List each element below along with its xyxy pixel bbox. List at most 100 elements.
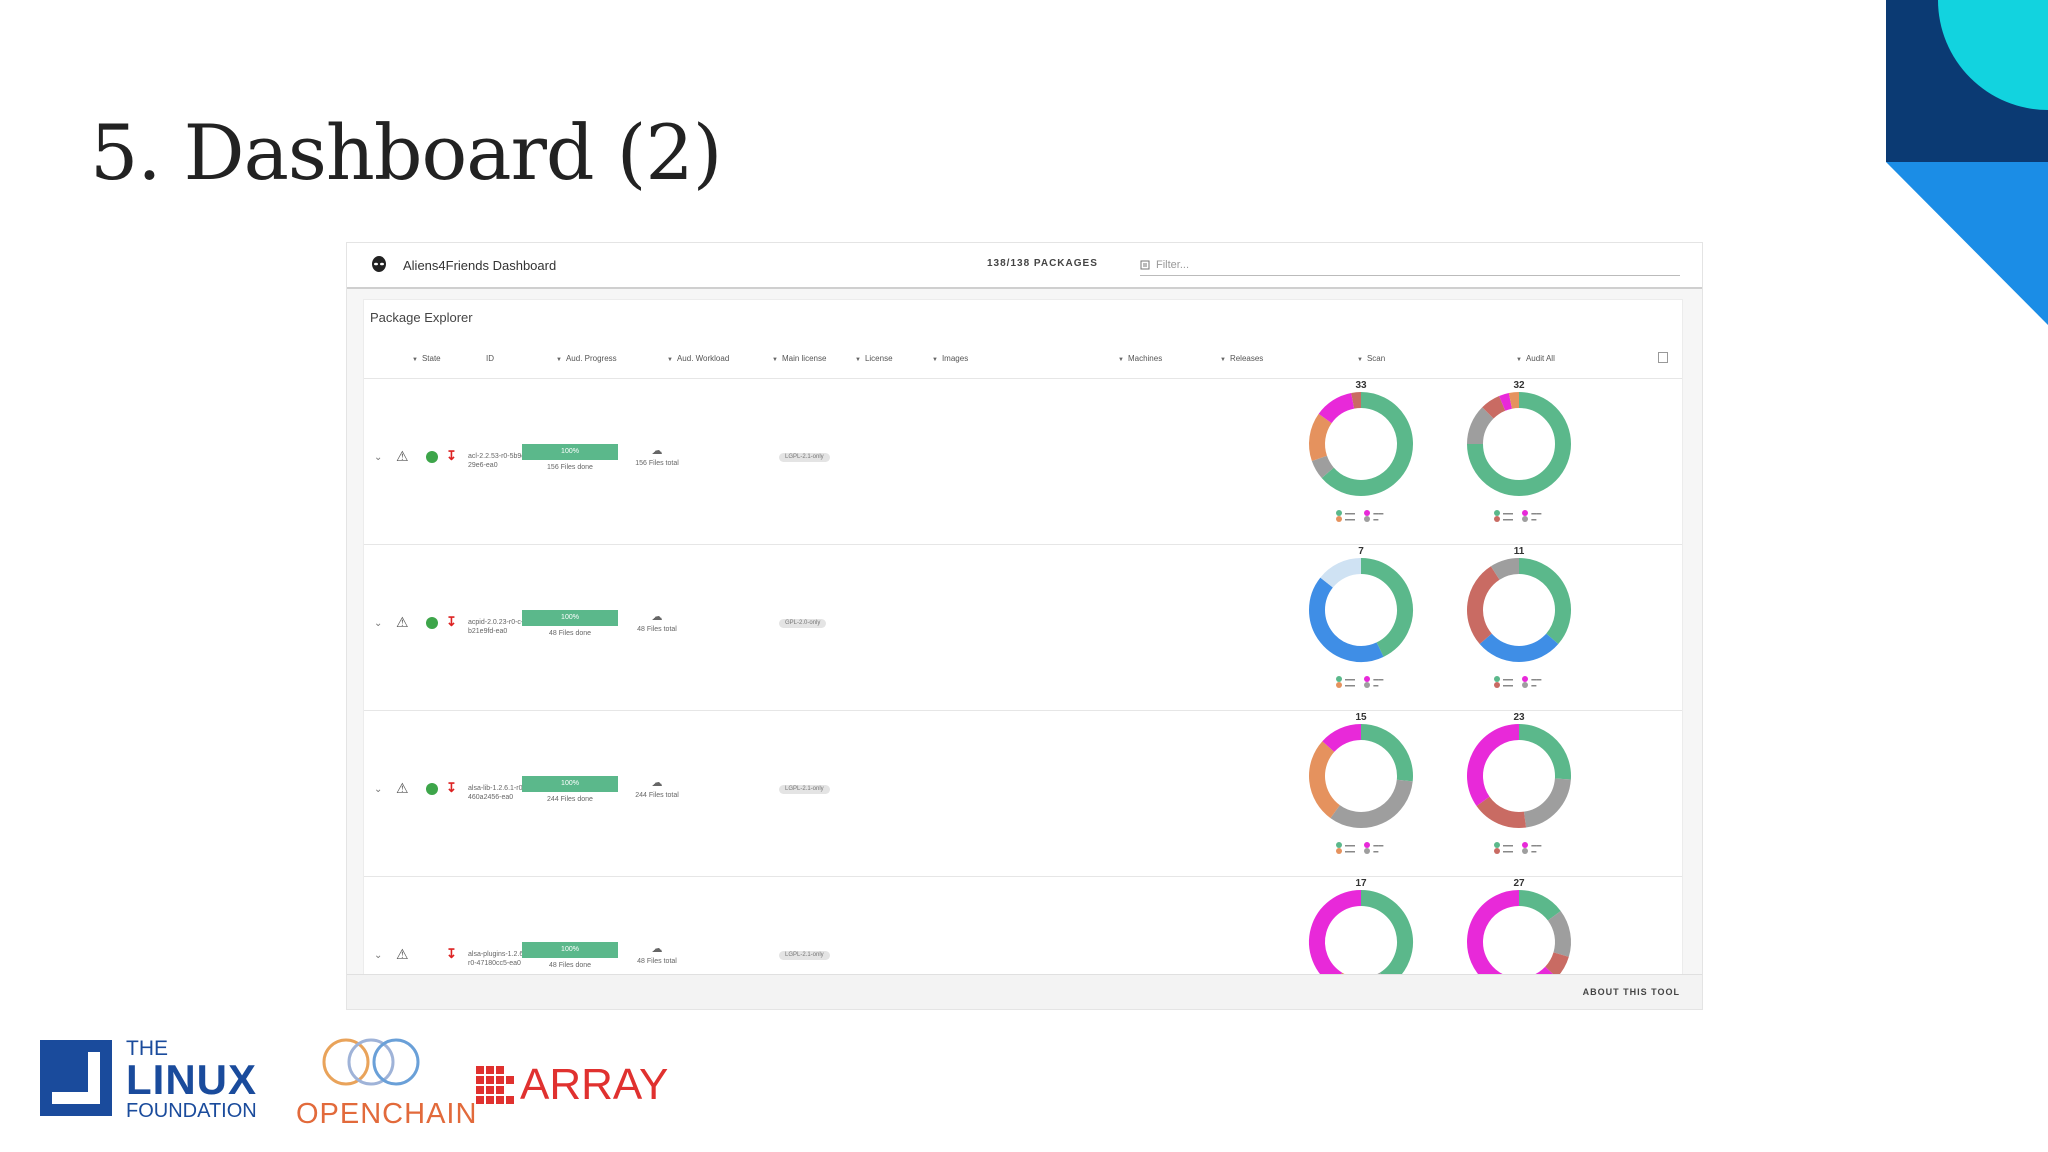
donut-slice[interactable] bbox=[1309, 890, 1362, 987]
column-header-scan[interactable]: Scan bbox=[1357, 354, 1385, 363]
audit-legend: ▬▬ ▬▬▬▬ ▬ bbox=[1486, 842, 1541, 855]
donut-chart[interactable] bbox=[1462, 387, 1576, 501]
expand-chevron-icon[interactable]: ⌄ bbox=[374, 452, 383, 463]
donut-slice[interactable] bbox=[1467, 392, 1571, 496]
filter-placeholder: Filter... bbox=[1156, 259, 1190, 271]
table-row[interactable]: ⌄ ⚠ ↧ alsa-plugins-1.2.6-r0-47180cc5-ea0 100… bbox=[364, 876, 1682, 1009]
column-header-aud-workload[interactable]: Aud. Workload bbox=[667, 354, 729, 363]
donut-chart[interactable] bbox=[1304, 387, 1418, 501]
progress-text: 48 Files done bbox=[548, 630, 592, 637]
column-header-images[interactable]: Images bbox=[932, 354, 968, 363]
donut-slice[interactable] bbox=[1508, 392, 1520, 409]
donut-slice[interactable] bbox=[1311, 455, 1335, 479]
images-list bbox=[936, 388, 1062, 433]
linux-foundation-foundation: FOUNDATION bbox=[126, 1100, 257, 1122]
scan-total: 7 bbox=[1358, 546, 1364, 557]
donut-slice[interactable] bbox=[1321, 392, 1413, 496]
donut-slice[interactable] bbox=[1490, 558, 1520, 580]
donut-chart[interactable] bbox=[1304, 553, 1418, 667]
package-id[interactable]: acl-2.2.53-r0-5b9c-29e6-ea0 bbox=[468, 453, 528, 469]
donut-slice[interactable] bbox=[1467, 407, 1494, 445]
shield-icon bbox=[426, 783, 438, 795]
donut-slice[interactable] bbox=[1499, 392, 1513, 411]
filter-input[interactable]: Filter... bbox=[1140, 255, 1680, 276]
workload-text: 48 Files total bbox=[637, 958, 677, 965]
workload-text: 48 Files total bbox=[637, 626, 677, 633]
donut-slice[interactable] bbox=[1476, 796, 1527, 828]
images-list bbox=[936, 582, 1062, 607]
table-header: State ID Aud. Progress Aud. Workload Mai… bbox=[364, 342, 1682, 379]
donut-slice[interactable] bbox=[1544, 951, 1569, 978]
column-header-state[interactable]: State bbox=[412, 354, 441, 363]
app-bar: Aliens4Friends Dashboard 138/138 PACKAGE… bbox=[347, 243, 1702, 289]
donut-slice[interactable] bbox=[1360, 558, 1413, 657]
download-icon[interactable]: ↧ bbox=[446, 946, 457, 961]
donut-slice[interactable] bbox=[1309, 413, 1332, 462]
cloud-icon: ☁ bbox=[651, 611, 663, 623]
download-icon[interactable]: ↧ bbox=[446, 614, 457, 629]
donut-slice[interactable] bbox=[1360, 724, 1413, 782]
table-row[interactable]: ⌄ ⚠ ↧ acl-2.2.53-r0-5b9c-29e6-ea0 100% 156 Fi… bbox=[364, 378, 1682, 545]
expand-chevron-icon[interactable]: ⌄ bbox=[374, 950, 383, 961]
donut-chart[interactable] bbox=[1462, 719, 1576, 833]
column-header-audit-all[interactable]: Audit All bbox=[1516, 354, 1555, 363]
audit-legend: ▬▬ ▬▬▬▬ ▬ bbox=[1486, 676, 1541, 689]
donut-slice[interactable] bbox=[1547, 910, 1571, 957]
donut-slice[interactable] bbox=[1467, 566, 1500, 645]
donut-slice[interactable] bbox=[1518, 724, 1571, 780]
download-icon[interactable]: ↧ bbox=[446, 448, 457, 463]
download-icon[interactable]: ↧ bbox=[446, 780, 457, 795]
audit-total: 11 bbox=[1513, 546, 1525, 557]
scan-total: 17 bbox=[1355, 878, 1367, 889]
donut-slice[interactable] bbox=[1523, 778, 1571, 828]
table-row[interactable]: ⌄ ⚠ ↧ alsa-lib-1.2.6.1-r0-460a2456-ea0 100% 2… bbox=[364, 710, 1682, 877]
donut-slice[interactable] bbox=[1318, 392, 1355, 424]
donut-slice[interactable] bbox=[1320, 558, 1362, 588]
array-wordmark: ARRAY bbox=[520, 1060, 669, 1109]
column-header-main-license[interactable]: Main license bbox=[772, 354, 826, 363]
releases-list bbox=[1224, 444, 1316, 449]
column-header-aud-progress[interactable]: Aud. Progress bbox=[556, 354, 617, 363]
donut-slice[interactable] bbox=[1351, 392, 1362, 409]
column-header-releases[interactable]: Releases bbox=[1220, 354, 1263, 363]
audit-total: 23 bbox=[1513, 712, 1525, 723]
expand-chevron-icon[interactable]: ⌄ bbox=[374, 618, 383, 629]
donut-slice[interactable] bbox=[1309, 741, 1341, 819]
donut-slice[interactable] bbox=[1360, 890, 1413, 987]
package-explorer-panel: Package Explorer State ID Aud. Progress … bbox=[363, 299, 1683, 1009]
progress-text: 156 Files done bbox=[547, 464, 593, 471]
about-link[interactable]: ABOUT THIS TOOL bbox=[1582, 987, 1680, 997]
donut-slice[interactable] bbox=[1518, 558, 1571, 645]
scan-total: 33 bbox=[1355, 380, 1367, 391]
donut-chart[interactable] bbox=[1304, 719, 1418, 833]
donut-slice[interactable] bbox=[1467, 724, 1520, 806]
linux-foundation-the: THE bbox=[126, 1037, 168, 1060]
scan-legend: ▬▬ ▬▬▬▬ ▬ bbox=[1328, 676, 1383, 689]
donut-slice[interactable] bbox=[1482, 395, 1506, 419]
linux-foundation-linux: LINUX bbox=[126, 1056, 257, 1103]
column-header-id[interactable]: ID bbox=[486, 354, 494, 363]
releases-list bbox=[1224, 942, 1316, 947]
donut-slice[interactable] bbox=[1330, 779, 1413, 828]
donut-slice[interactable] bbox=[1309, 577, 1384, 662]
workload-text: 244 Files total bbox=[635, 792, 679, 799]
package-id[interactable]: acpid-2.0.23-r0-c-b21e9fd-ea0 bbox=[468, 619, 524, 635]
releases-list bbox=[1224, 776, 1316, 781]
openchain-wordmark: OPENCHAIN bbox=[296, 1098, 478, 1130]
package-id[interactable]: alsa-lib-1.2.6.1-r0-460a2456-ea0 bbox=[468, 785, 525, 801]
license-chip: LGPL-2.1-only bbox=[779, 785, 830, 794]
donut-chart[interactable] bbox=[1462, 553, 1576, 667]
machines-list bbox=[1122, 395, 1189, 435]
column-header-machines[interactable]: Machines bbox=[1118, 354, 1162, 363]
corner-decoration bbox=[1886, 0, 2048, 325]
columns-toggle-icon[interactable] bbox=[1658, 352, 1668, 363]
package-id[interactable]: alsa-plugins-1.2.6-r0-47180cc5-ea0 bbox=[468, 951, 526, 967]
donut-slice[interactable] bbox=[1479, 633, 1559, 662]
expand-chevron-icon[interactable]: ⌄ bbox=[374, 784, 383, 795]
cloud-icon: ☁ bbox=[651, 943, 663, 955]
column-header-license[interactable]: License bbox=[855, 354, 893, 363]
donut-slice[interactable] bbox=[1322, 724, 1362, 753]
table-row[interactable]: ⌄ ⚠ ↧ acpid-2.0.23-r0-c-b21e9fd-ea0 100% 48 F… bbox=[364, 544, 1682, 711]
donut-slice[interactable] bbox=[1518, 890, 1561, 921]
linux-foundation-logo-icon bbox=[40, 1040, 112, 1116]
